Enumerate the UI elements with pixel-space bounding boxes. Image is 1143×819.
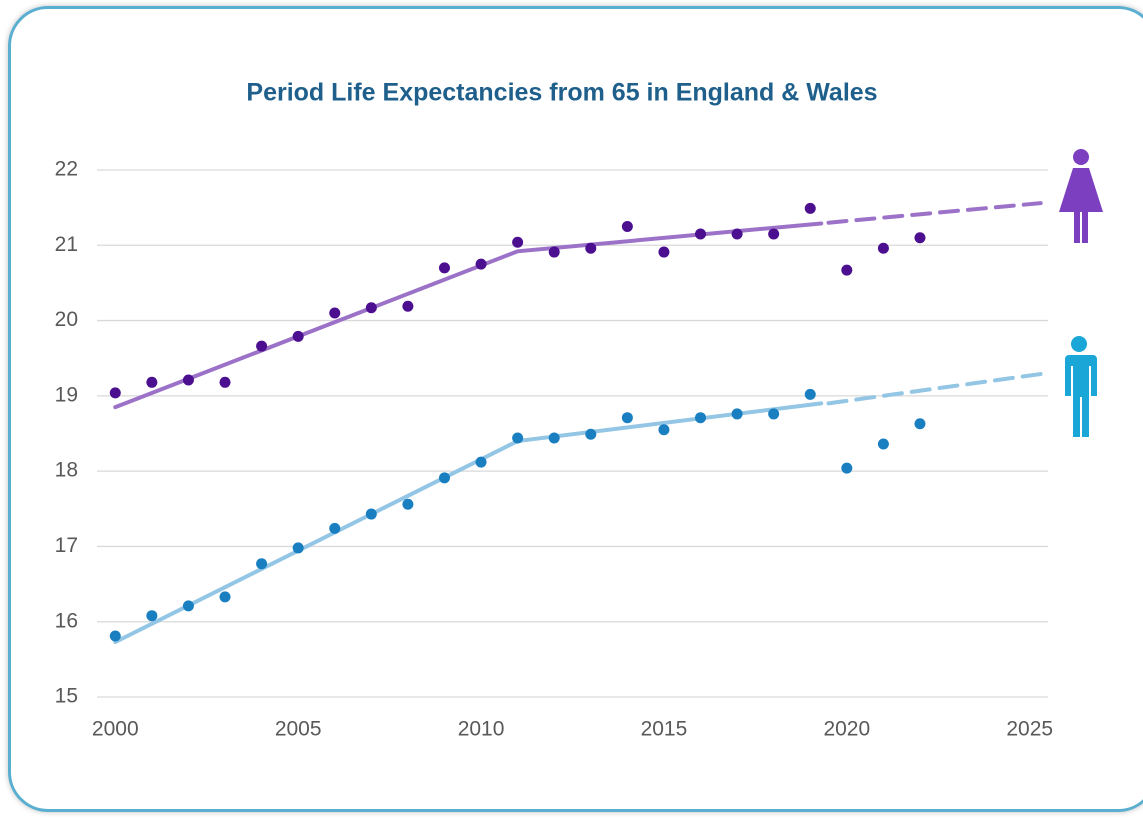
data-point: [914, 418, 926, 430]
data-point: [438, 472, 450, 484]
data-point: [658, 246, 670, 258]
data-point: [877, 242, 889, 254]
data-point: [219, 591, 231, 603]
data-point: [512, 432, 524, 444]
data-point: [585, 428, 597, 440]
data-point: [329, 522, 341, 534]
data-point: [548, 246, 560, 258]
data-point: [219, 376, 231, 388]
data-point: [695, 228, 707, 240]
data-point: [731, 228, 743, 240]
y-tick-label: 22: [55, 158, 78, 181]
data-point: [182, 374, 194, 386]
data-point: [512, 236, 524, 248]
x-tick-label: 2010: [458, 718, 505, 741]
x-tick-label: 2005: [275, 718, 322, 741]
data-point: [804, 202, 816, 214]
data-point: [292, 542, 304, 554]
data-point: [329, 307, 341, 319]
y-tick-label: 20: [55, 308, 78, 331]
data-point: [292, 330, 304, 342]
data-point: [109, 630, 121, 642]
data-point: [804, 388, 816, 400]
chart-title: Period Life Expectancies from 65 in Engl…: [246, 79, 877, 107]
data-point: [877, 438, 889, 450]
y-tick-label: 18: [55, 459, 78, 482]
trend-line: [113, 221, 824, 410]
data-point: [146, 610, 158, 622]
data-point: [475, 456, 487, 468]
x-tick-label: 2020: [823, 718, 870, 741]
data-point: [365, 302, 377, 314]
data-point: [731, 408, 743, 420]
y-tick-label: 15: [55, 685, 78, 708]
data-point: [841, 264, 853, 276]
data-point: [109, 387, 121, 399]
trend-line: [113, 401, 824, 645]
data-point: [585, 242, 597, 254]
y-tick-label: 19: [55, 383, 78, 406]
data-point: [256, 558, 268, 570]
data-point: [402, 300, 414, 312]
data-point: [438, 262, 450, 274]
trend-line-dashed: [826, 372, 1043, 406]
x-tick-label: 2000: [92, 718, 139, 741]
data-point: [475, 258, 487, 270]
data-point: [146, 376, 158, 388]
y-tick-label: 16: [55, 609, 78, 632]
data-point: [841, 462, 853, 474]
y-tick-label: 21: [55, 233, 78, 256]
data-point: [768, 408, 780, 420]
data-point: [914, 232, 926, 244]
data-point: [256, 340, 268, 352]
card-frame: [8, 6, 1143, 812]
data-point: [365, 508, 377, 520]
data-point: [182, 600, 194, 612]
data-point: [768, 228, 780, 240]
x-tick-label: 2015: [641, 718, 688, 741]
data-point: [621, 220, 633, 232]
trend-line-dashed: [826, 201, 1043, 225]
male-icon: [1065, 336, 1097, 437]
data-point: [402, 498, 414, 510]
data-point: [621, 412, 633, 424]
data-point: [548, 432, 560, 444]
data-point: [658, 424, 670, 436]
y-tick-label: 17: [55, 534, 78, 557]
data-point: [695, 412, 707, 424]
female-icon: [1059, 149, 1103, 243]
x-tick-label: 2025: [1006, 718, 1053, 741]
